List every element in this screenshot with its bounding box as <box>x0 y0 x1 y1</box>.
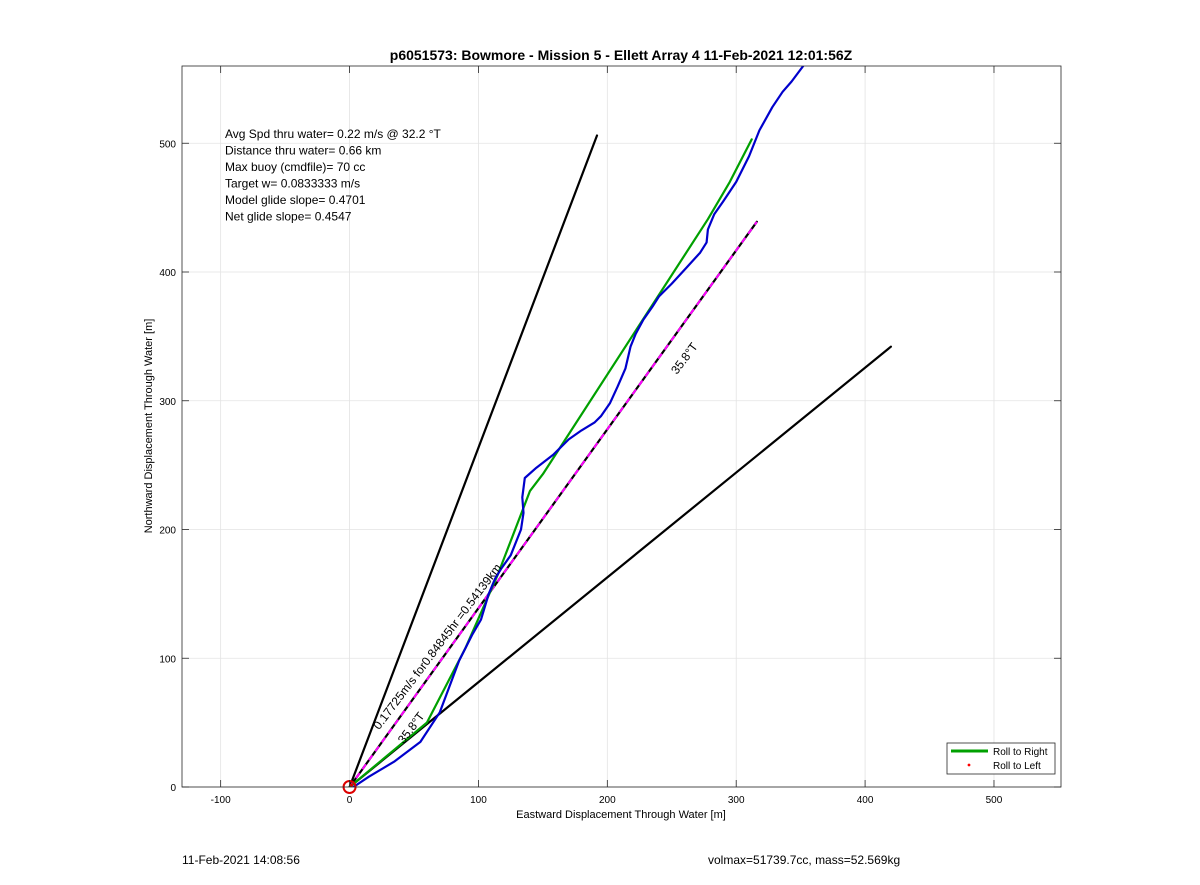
footer-timestamp: 11-Feb-2021 14:08:56 <box>182 853 300 867</box>
y-tick-label: 300 <box>159 397 176 408</box>
x-tick-label: 0 <box>347 795 353 806</box>
x-axis-label: Eastward Displacement Through Water [m] <box>516 809 726 821</box>
footer-volmax-mass: volmax=51739.7cc, mass=52.569kg <box>708 853 901 867</box>
legend-label-roll-left: Roll to Left <box>993 761 1041 772</box>
series-line-2 <box>348 220 758 787</box>
series-group <box>348 66 893 787</box>
info-line-2: Max buoy (cmdfile)= 70 cc <box>225 160 365 174</box>
info-text-block: Avg Spd thru water= 0.22 m/s @ 32.2 °T Di… <box>225 127 442 224</box>
y-tick-label: 400 <box>159 268 176 279</box>
x-tick-label: 200 <box>599 795 616 806</box>
y-axis-label: Northward Displacement Through Water [m] <box>143 319 155 534</box>
y-tick-label: 500 <box>159 139 176 150</box>
y-tick-label: 0 <box>170 783 176 794</box>
legend-label-roll-right: Roll to Right <box>993 747 1048 758</box>
axes-box <box>181 65 1062 788</box>
info-line-5: Net glide slope= 0.4547 <box>225 210 352 224</box>
series-line-3 <box>348 138 753 787</box>
legend: Roll to Right Roll to Left <box>946 742 1056 775</box>
x-tick-label: 300 <box>728 795 745 806</box>
series-line-4 <box>352 66 805 787</box>
legend-swatch-roll-left <box>967 763 971 767</box>
info-line-0: Avg Spd thru water= 0.22 m/s @ 32.2 °T <box>225 127 442 141</box>
plot-annotation-0: 0.17725m/s for0.84845hr =0.54139km <box>370 561 504 732</box>
x-tick-label: 400 <box>857 795 874 806</box>
x-tick-label: 100 <box>470 795 487 806</box>
plot-series <box>342 66 893 794</box>
x-tick-label: -100 <box>211 795 231 806</box>
chart-figure: p6051573: Bowmore - Mission 5 - Ellett A… <box>143 47 1062 821</box>
axis-ticks: -100 0 100 200 300 400 500 0 100 200 300 400 500 <box>159 66 1061 806</box>
chart-title: p6051573: Bowmore - Mission 5 - Ellett A… <box>390 47 853 63</box>
info-line-3: Target w= 0.0833333 m/s <box>225 177 360 191</box>
start-marker-dot <box>349 783 354 787</box>
y-tick-label: 200 <box>159 526 176 537</box>
info-line-4: Model glide slope= 0.4701 <box>225 193 366 207</box>
series-line-0 <box>348 134 599 787</box>
y-tick-label: 100 <box>159 654 176 665</box>
plot-annotation-2: 35.8°T <box>668 340 701 377</box>
legend-box <box>946 742 1056 775</box>
grid <box>182 66 1061 788</box>
info-line-1: Distance thru water= 0.66 km <box>225 144 381 158</box>
x-tick-label: 500 <box>986 795 1003 806</box>
